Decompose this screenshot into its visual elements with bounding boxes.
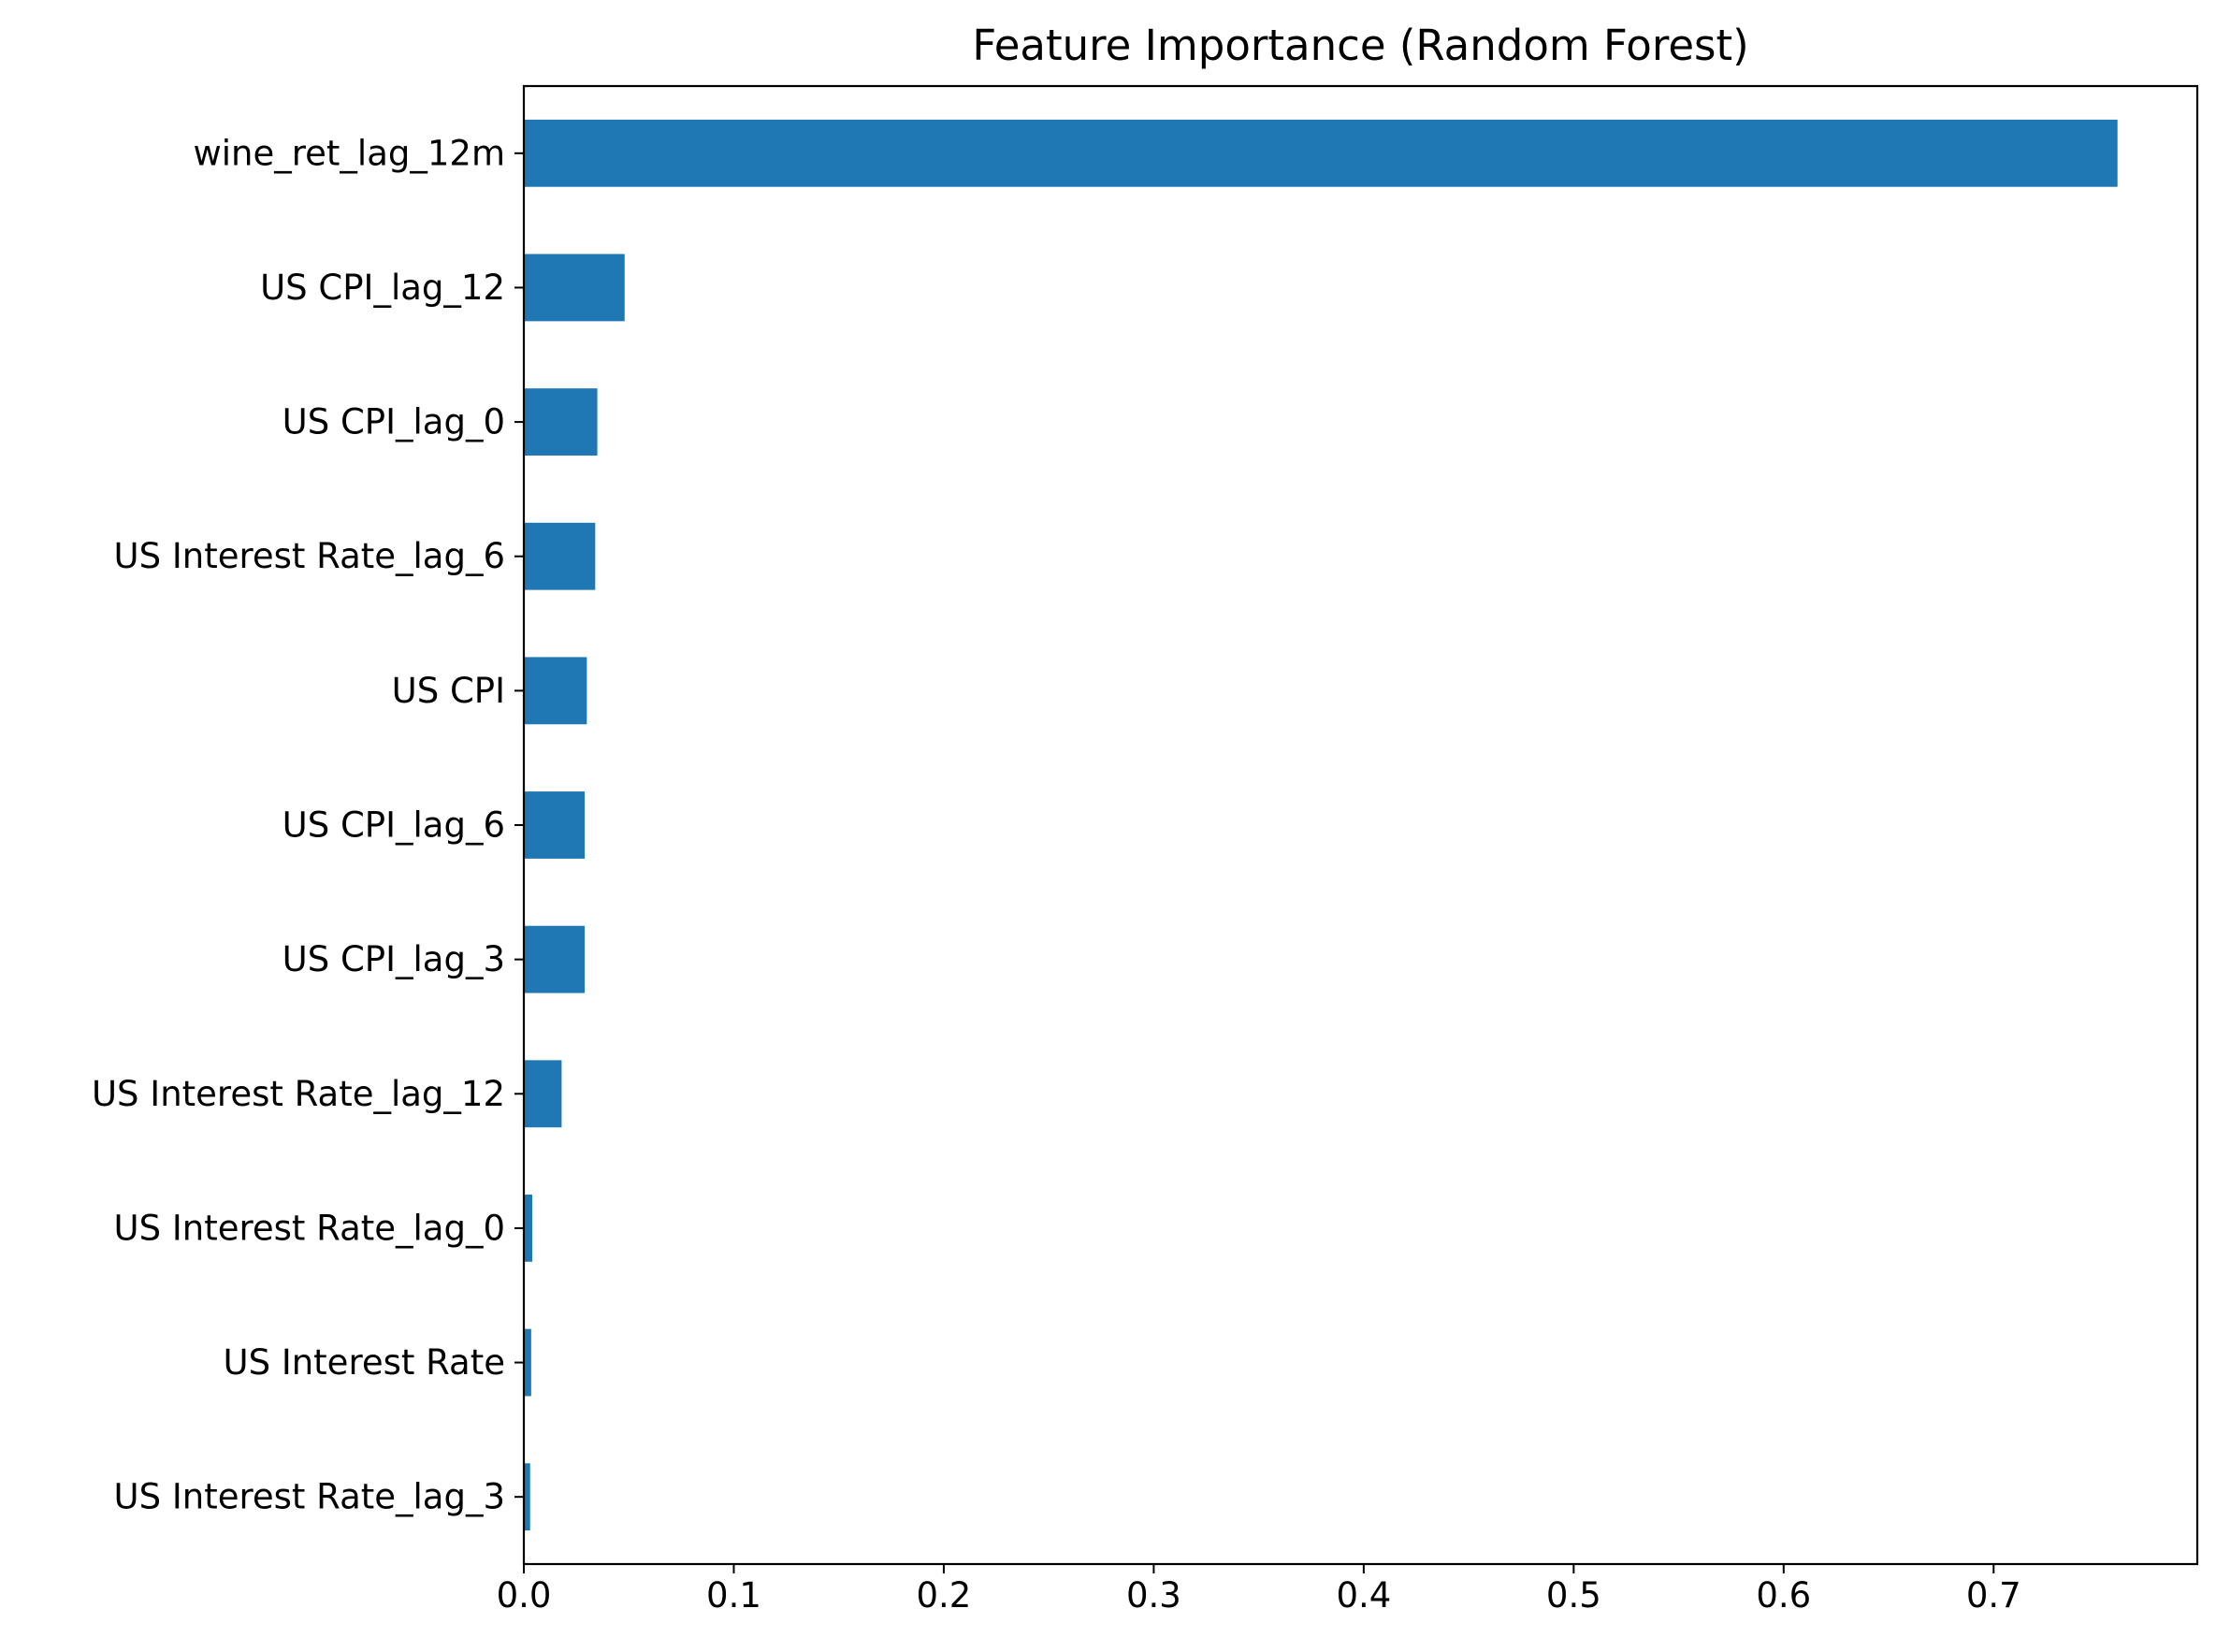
x-tick-label-5: 0.5 xyxy=(1546,1575,1601,1616)
y-tick-label-5: US CPI_lag_6 xyxy=(282,805,505,846)
ticks-layer: wine_ret_lag_12m US CPI_lag_12 US CPI_lag_… xyxy=(92,133,2021,1616)
x-tick-label-6: 0.6 xyxy=(1756,1575,1811,1616)
bar-10 xyxy=(524,1463,530,1531)
x-tick-label-3: 0.3 xyxy=(1126,1575,1181,1616)
bar-4 xyxy=(524,657,587,725)
plot-frame xyxy=(522,84,2199,1566)
bars-layer xyxy=(524,119,2118,1531)
bar-7 xyxy=(524,1060,562,1128)
bar-9 xyxy=(524,1328,531,1397)
x-tick-label-4: 0.4 xyxy=(1336,1575,1391,1616)
chart-title: Feature Importance (Random Forest) xyxy=(972,21,1748,70)
y-tick-label-2: US CPI_lag_0 xyxy=(282,402,505,442)
bar-5 xyxy=(524,791,586,859)
y-tick-label-3: US Interest Rate_lag_6 xyxy=(114,536,506,576)
y-tick-label-4: US CPI xyxy=(392,671,505,711)
y-tick-label-8: US Interest Rate_lag_0 xyxy=(114,1208,506,1248)
bar-2 xyxy=(524,388,598,456)
x-tick-label-0: 0.0 xyxy=(497,1575,552,1616)
y-tick-label-9: US Interest Rate xyxy=(223,1342,505,1383)
bar-8 xyxy=(524,1195,532,1262)
x-tick-label-1: 0.1 xyxy=(706,1575,761,1616)
x-tick-label-2: 0.2 xyxy=(917,1575,972,1616)
bar-0 xyxy=(524,119,2118,187)
y-tick-label-6: US CPI_lag_3 xyxy=(282,939,505,979)
x-tick-label-7: 0.7 xyxy=(1966,1575,2021,1616)
y-tick-label-0: wine_ret_lag_12m xyxy=(194,133,506,173)
y-tick-label-1: US CPI_lag_12 xyxy=(260,268,505,308)
y-tick-label-10: US Interest Rate_lag_3 xyxy=(114,1477,506,1517)
y-tick-label-7: US Interest Rate_lag_12 xyxy=(92,1074,505,1114)
bar-3 xyxy=(524,522,596,590)
bar-1 xyxy=(524,254,625,322)
bar-6 xyxy=(524,925,586,993)
